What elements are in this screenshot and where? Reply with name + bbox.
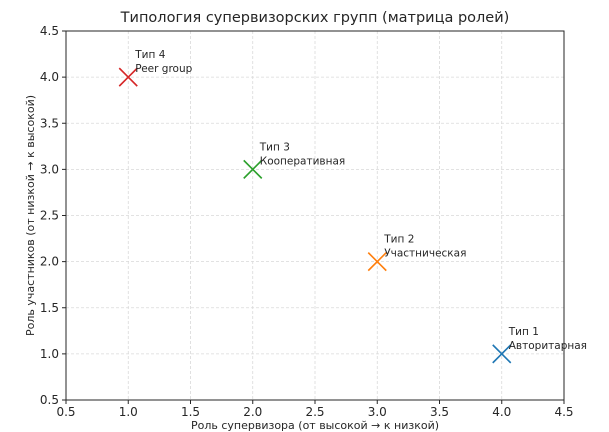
point-label-type: Тип 2 (383, 234, 414, 246)
x-axis-label: Роль супервизора (от высокой → к низкой) (191, 419, 439, 432)
data-point: Тип 3 Кооперативная (243, 141, 345, 179)
chart-title: Типология супервизорских групп (матрица … (120, 10, 510, 26)
data-point: Тип 1 Авторитарная (492, 326, 587, 364)
y-tick-label: 4.5 (40, 24, 59, 38)
x-axis: 0.5 1.0 1.5 2.0 2.5 3.0 3.5 4.0 4.5 (56, 400, 574, 419)
y-tick-label: 1.5 (40, 301, 59, 315)
x-tick-label: 4.0 (492, 405, 511, 419)
grid (65, 30, 565, 401)
x-marker (118, 67, 138, 87)
point-label-type: Тип 4 (134, 49, 165, 61)
y-tick-label: 4.0 (40, 70, 59, 84)
x-tick-label: 1.0 (119, 405, 138, 419)
y-axis-label: Роль участников (от низкой → к высокой) (24, 95, 37, 336)
x-tick-label: 0.5 (56, 405, 75, 419)
x-tick-label: 3.5 (430, 405, 449, 419)
point-label-name: Кооперативная (260, 155, 345, 167)
point-label-name: Peer group (135, 63, 192, 75)
x-tick-label: 3.0 (368, 405, 387, 419)
y-tick-label: 1.0 (40, 347, 59, 361)
point-label-name: Участническая (384, 248, 466, 260)
point-label-type: Тип 3 (259, 141, 290, 153)
data-point: Тип 4 Peer group (118, 49, 193, 87)
data-point: Тип 2 Участническая (367, 234, 466, 272)
x-tick-label: 4.5 (554, 405, 573, 419)
x-marker (492, 344, 512, 364)
y-tick-label: 3.5 (40, 116, 59, 130)
data-points: Тип 1 Авторитарная Тип 2 Участническая Тип 3… (118, 49, 587, 364)
point-label-type: Тип 1 (508, 326, 539, 338)
point-label-name: Авторитарная (509, 340, 587, 352)
x-tick-label: 1.5 (181, 405, 200, 419)
x-marker (243, 159, 263, 179)
y-tick-label: 2.5 (40, 209, 59, 223)
x-marker (367, 252, 387, 272)
y-axis: 0.5 1.0 1.5 2.0 2.5 3.0 3.5 4.0 4.5 (40, 24, 66, 407)
x-tick-label: 2.0 (243, 405, 262, 419)
x-tick-label: 2.5 (305, 405, 324, 419)
y-tick-label: 3.0 (40, 162, 59, 176)
y-tick-label: 0.5 (40, 393, 59, 407)
y-tick-label: 2.0 (40, 255, 59, 269)
